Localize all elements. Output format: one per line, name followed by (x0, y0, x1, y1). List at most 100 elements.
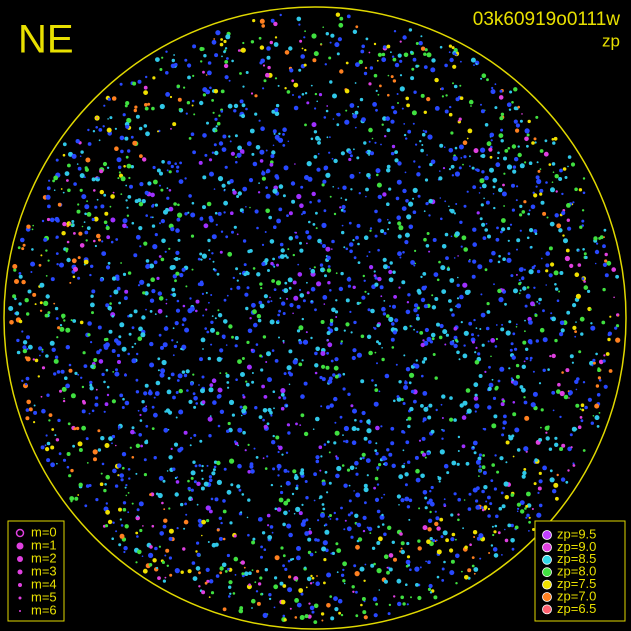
star (190, 498, 194, 501)
star (44, 313, 49, 318)
star (540, 200, 545, 205)
star (334, 374, 339, 379)
star (280, 392, 285, 397)
star (495, 337, 498, 341)
star (483, 485, 488, 490)
legend-label: m=5 (31, 589, 57, 604)
star (538, 302, 541, 305)
star (432, 539, 436, 542)
star (341, 230, 345, 235)
star (155, 57, 160, 62)
star (131, 345, 134, 349)
star (166, 564, 169, 567)
star (451, 313, 455, 317)
star (472, 530, 478, 535)
star (217, 424, 221, 428)
star (139, 528, 143, 533)
star (323, 443, 327, 446)
star (51, 428, 55, 431)
star (261, 170, 264, 173)
star (342, 387, 346, 391)
star (374, 282, 379, 287)
star (323, 209, 327, 213)
star (329, 514, 332, 517)
star (493, 553, 499, 558)
star (308, 602, 311, 605)
star (282, 554, 286, 558)
star (300, 592, 304, 596)
star (394, 150, 398, 155)
star (284, 281, 288, 285)
star (33, 421, 36, 424)
star (482, 427, 485, 430)
star (266, 455, 269, 458)
star (491, 250, 496, 256)
star (438, 260, 441, 264)
star (354, 126, 357, 129)
star (551, 138, 555, 141)
star (463, 155, 467, 159)
star (455, 538, 457, 541)
star (39, 301, 43, 305)
star (241, 211, 244, 214)
star (61, 263, 64, 267)
star (262, 335, 267, 339)
star (376, 173, 379, 177)
star (196, 503, 199, 506)
star (179, 446, 184, 451)
star (484, 370, 487, 373)
star (403, 52, 409, 58)
star (66, 257, 71, 263)
star (375, 108, 378, 112)
star (296, 555, 301, 561)
star (192, 460, 196, 464)
star (168, 455, 173, 460)
star (248, 571, 252, 575)
star (229, 592, 232, 595)
star (538, 382, 542, 385)
star (83, 221, 86, 224)
star (331, 157, 334, 160)
star (344, 519, 347, 522)
star (342, 372, 346, 376)
star (413, 90, 417, 94)
star (83, 259, 89, 265)
star (231, 335, 234, 339)
star (380, 143, 382, 146)
star (457, 435, 461, 439)
star (153, 396, 156, 399)
star (478, 453, 482, 457)
star (559, 271, 564, 275)
star (517, 152, 522, 158)
star (225, 373, 230, 378)
star (317, 238, 322, 244)
star (191, 268, 194, 271)
star (314, 371, 318, 375)
star (390, 337, 395, 342)
star (318, 445, 323, 450)
star (313, 603, 319, 609)
star (251, 302, 256, 308)
star (524, 136, 529, 142)
star (459, 96, 464, 100)
star (582, 191, 586, 195)
star (125, 199, 128, 202)
star (454, 171, 460, 177)
star (107, 305, 112, 311)
star (283, 510, 288, 516)
star (375, 425, 380, 431)
star (523, 468, 527, 471)
star (354, 513, 359, 518)
star (408, 498, 413, 503)
star (242, 186, 248, 192)
legend-dot (542, 579, 552, 590)
star (320, 351, 326, 356)
star (506, 257, 512, 263)
star (199, 217, 204, 221)
star (79, 188, 83, 192)
star (329, 41, 332, 44)
star (242, 41, 245, 45)
star (101, 251, 107, 256)
star (126, 226, 129, 229)
star (565, 480, 569, 484)
